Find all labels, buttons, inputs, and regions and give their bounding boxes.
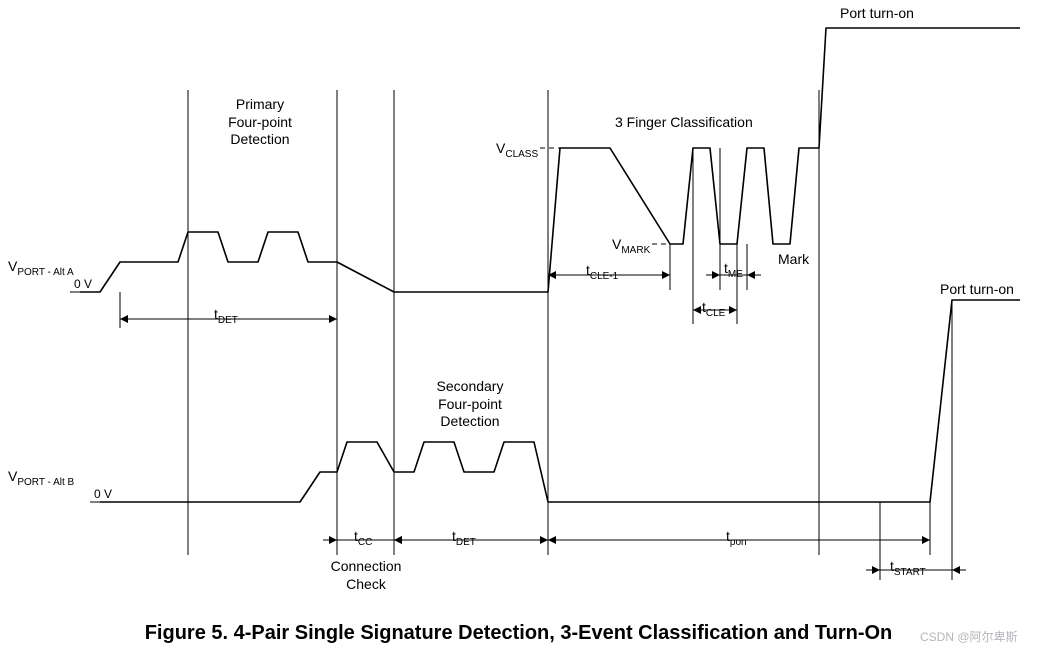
label-primary-detection: Primary Four-point Detection — [200, 96, 320, 149]
label-vport-alt-a: VPORT - Alt A — [8, 258, 74, 279]
label-tcle1: tCLE-1 — [586, 262, 618, 283]
figure-caption: Figure 5. 4-Pair Single Signature Detect… — [0, 622, 1037, 645]
label-tme: tME — [724, 260, 743, 281]
timing-diagram: Port turn-on Primary Four-point Detectio… — [0, 0, 1037, 663]
label-secondary-detection: Secondary Four-point Detection — [410, 378, 530, 431]
label-tcle: tCLE — [702, 299, 725, 320]
label-vport-alt-b: VPORT - Alt B — [8, 468, 74, 489]
label-classification-title: 3 Finger Classification — [615, 114, 753, 132]
label-mark: Mark — [778, 251, 809, 269]
label-port-turn-on-bottom: Port turn-on — [940, 281, 1014, 299]
label-tstart: tSTART — [890, 558, 926, 579]
label-vmark: VMARK — [612, 236, 650, 257]
label-vclass: VCLASS — [496, 140, 538, 161]
label-tdet-a: tDET — [214, 306, 238, 327]
label-tdet-b: tDET — [452, 528, 476, 549]
label-port-turn-on-top: Port turn-on — [840, 5, 914, 23]
watermark: CSDN @阿尔卑斯 — [920, 628, 1018, 645]
label-connection-check: Connection Check — [316, 558, 416, 593]
label-zero-v-a: 0 V — [74, 277, 92, 292]
label-zero-v-b: 0 V — [94, 487, 112, 502]
diagram-svg — [0, 0, 1037, 663]
label-tcc: tCC — [354, 528, 372, 549]
label-tpon: tpon — [726, 528, 747, 549]
